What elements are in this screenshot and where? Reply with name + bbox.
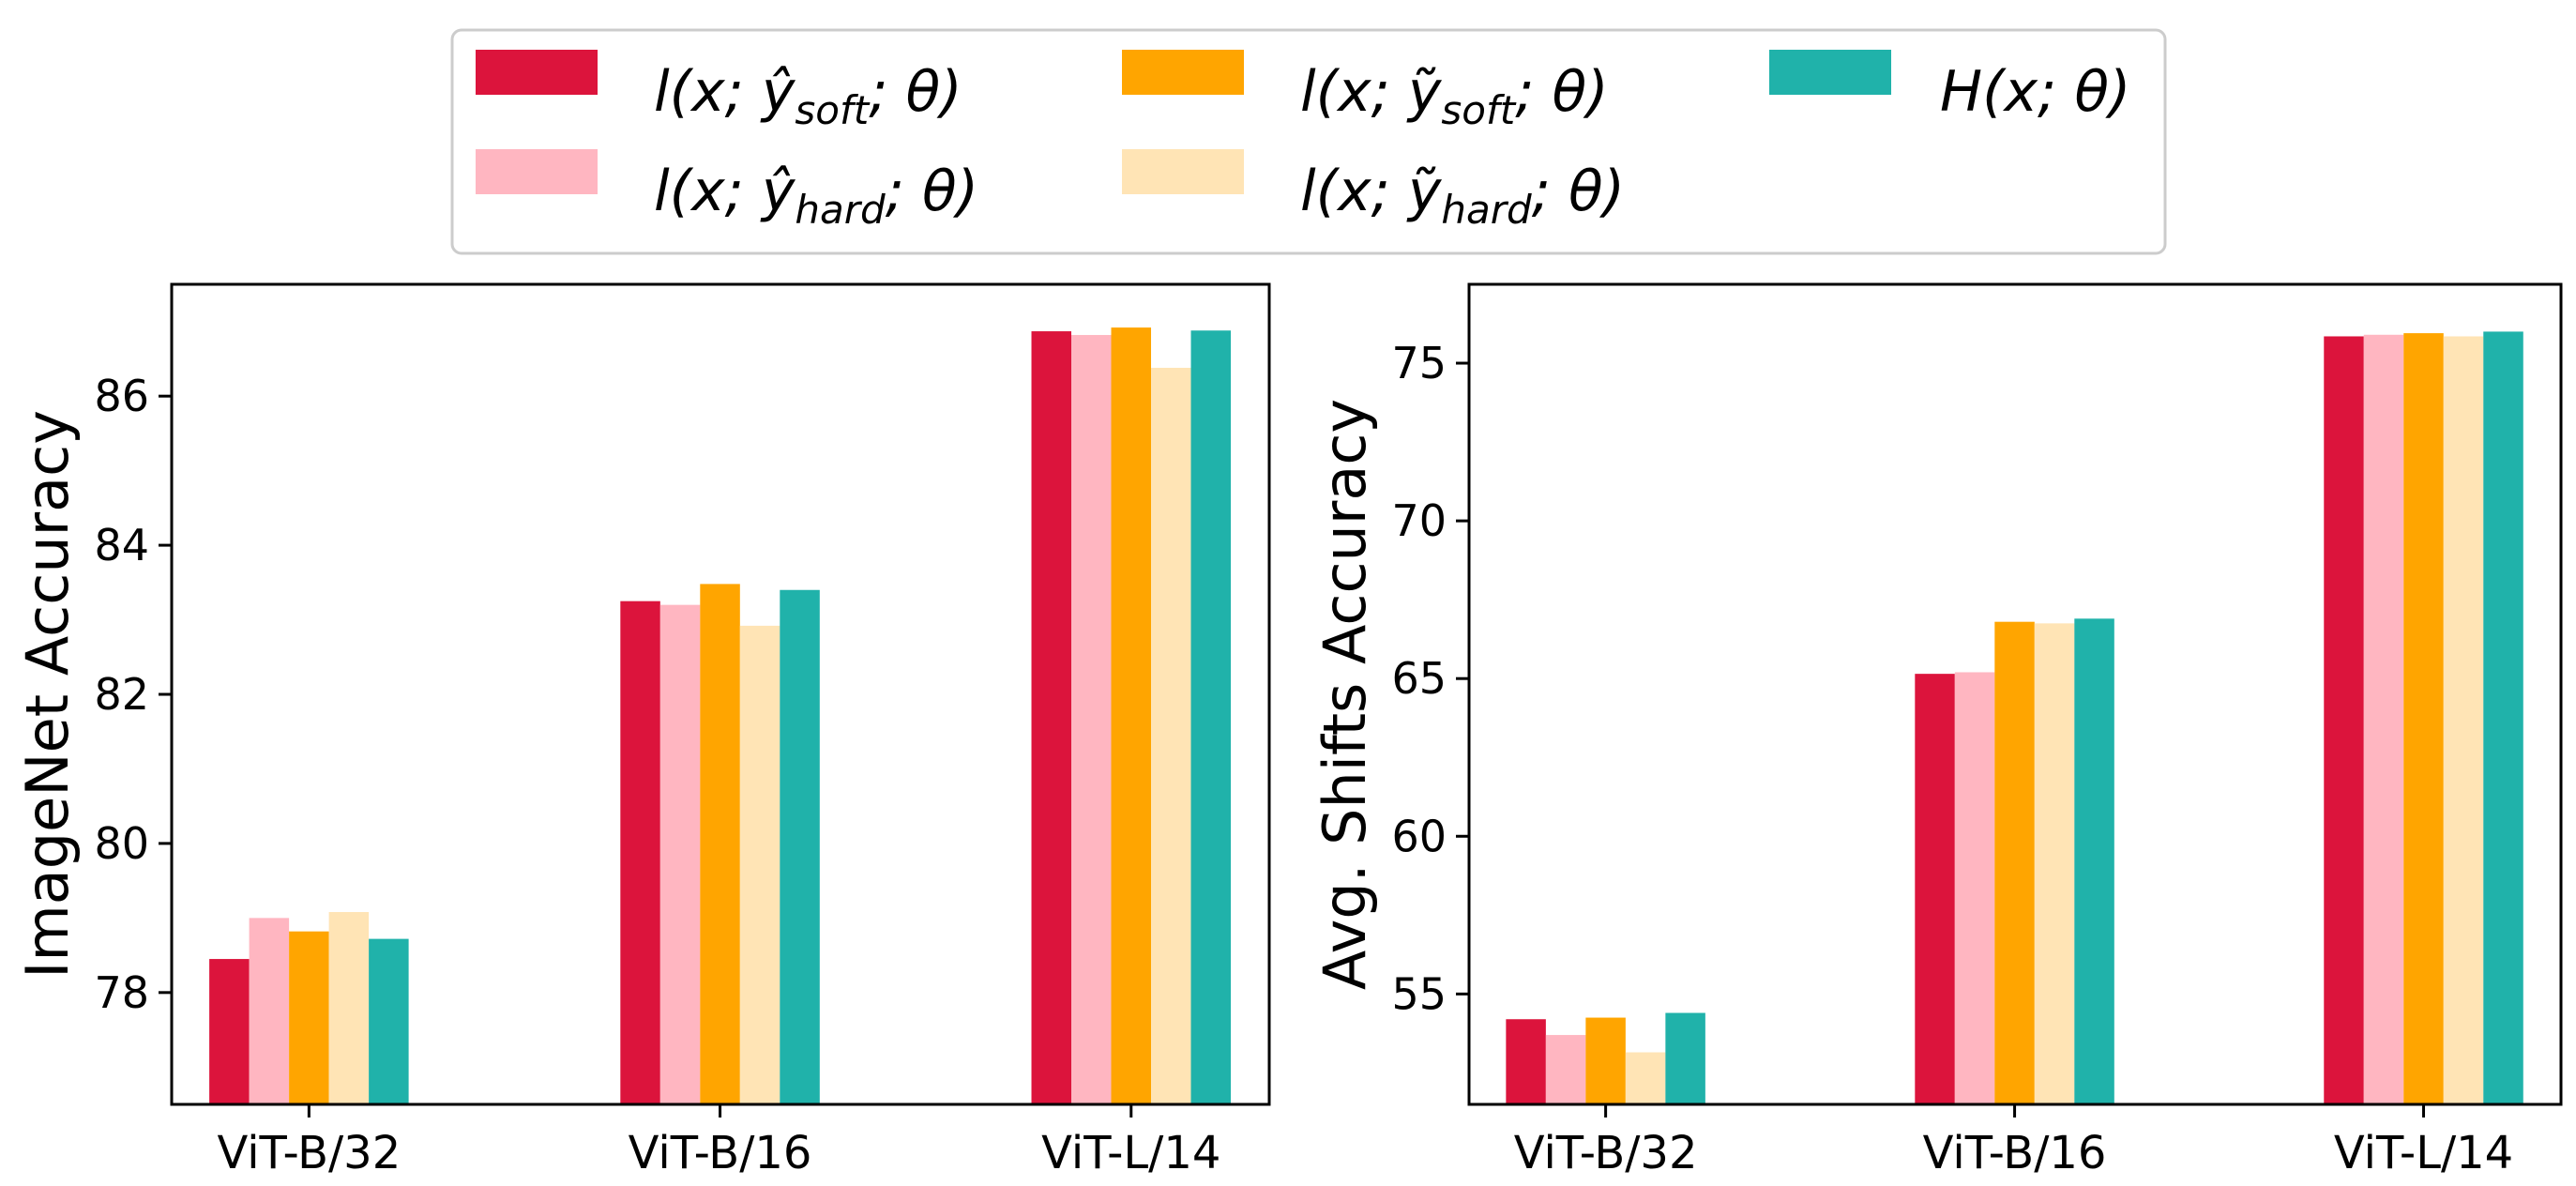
legend-label-base: l(x; [654,59,762,125]
bar [1071,335,1112,1104]
legend-label: l(x; ŷsoft; θ) [654,59,962,133]
bar [1031,331,1072,1104]
y-axis-label: Avg. Shifts Accuracy [1311,399,1379,990]
bar [1545,1035,1586,1104]
y-tick-label: 80 [94,818,149,869]
y-tick-label: 60 [1391,811,1447,861]
bar [209,959,250,1104]
legend-label-base: H(x; θ) [1940,59,2130,125]
legend-swatch [476,50,598,95]
bar [1190,330,1232,1104]
x-tick-label: ViT-B/16 [629,1127,812,1179]
legend-label-rest: ; θ) [886,159,978,224]
legend-swatch [1122,50,1244,95]
bar [2363,334,2404,1104]
legend-label-mark: ŷ [760,59,796,125]
legend-label: l(x; ỹsoft; θ) [1300,59,1609,133]
legend-label-base: l(x; [1300,59,1408,125]
bar [1151,367,1191,1104]
y-tick-label: 86 [94,371,149,421]
bar [1915,674,1955,1104]
x-tick-label: ViT-B/32 [217,1127,401,1179]
bar [369,938,409,1104]
legend-label-sub: soft [1441,87,1516,133]
bar [1954,672,1995,1104]
legend-label: H(x; θ) [1940,59,2130,125]
legend-swatch [1122,149,1244,194]
bar [2074,618,2114,1104]
legend-label-base: l(x; [1300,159,1408,224]
legend-label-mark: ỹ [1406,159,1443,224]
y-tick-label: 65 [1391,653,1447,704]
legend-swatch [476,149,598,194]
legend-label-base: l(x; [654,159,762,224]
bar [249,918,290,1104]
bar [328,912,370,1104]
bar [620,601,660,1104]
bar [2443,336,2484,1105]
legend-label-mark: ŷ [760,159,796,224]
x-tick-label: ViT-L/14 [1041,1127,1220,1179]
legend-swatch [1769,50,1891,95]
legend-label-rest: ; θ) [1515,59,1608,125]
bar [659,604,701,1104]
bar [1625,1052,1666,1104]
y-tick-label: 78 [94,967,149,1018]
bar [780,589,820,1104]
bar [2403,333,2444,1105]
bar [2483,331,2523,1104]
bar [2324,336,2364,1105]
imagenet-accuracy-chart: 78 80 82 84 86 ViT-B/32 ViT-B/16 ViT-L/14 ImageN… [13,282,1271,1179]
legend-label-sub: soft [795,87,870,133]
y-tick-label: 75 [1391,338,1447,388]
bar [1665,1012,1705,1104]
bar [289,931,329,1104]
x-tick-label: ViT-B/16 [1923,1127,2107,1179]
bar [700,584,740,1104]
y-tick-label: 55 [1391,968,1447,1019]
bar [1506,1019,1546,1104]
y-axis-label: ImageNet Accuracy [13,410,82,979]
bar [739,625,780,1104]
legend-label: l(x; ŷhard; θ) [654,159,978,233]
bar [1585,1017,1626,1104]
x-tick-label: ViT-B/32 [1514,1127,1698,1179]
legend-label-mark: ỹ [1406,59,1443,125]
bar [1111,327,1152,1105]
legend-label-sub: hard [795,187,886,233]
legend-frame [450,28,2167,255]
legend-label-rest: ; θ) [1532,159,1625,224]
bar [2034,623,2075,1104]
y-tick-label: 82 [94,669,149,720]
legend-label-sub: hard [1441,187,1532,233]
legend-label-rest: ; θ) [869,59,962,125]
bar [1994,621,2035,1104]
y-tick-label: 70 [1391,495,1447,546]
x-tick-label: ViT-L/14 [2334,1127,2513,1179]
legend: l(x; ŷsoft; θ)l(x; ŷhard; θ)l(x; ỹsoft; … [450,28,2167,255]
legend-label: l(x; ỹhard; θ) [1300,159,1625,233]
avg-shifts-accuracy-chart: 55 60 65 70 75 ViT-B/32 ViT-B/16 ViT-L/14 Avg. S… [1311,282,2563,1179]
y-tick-label: 84 [94,520,149,570]
